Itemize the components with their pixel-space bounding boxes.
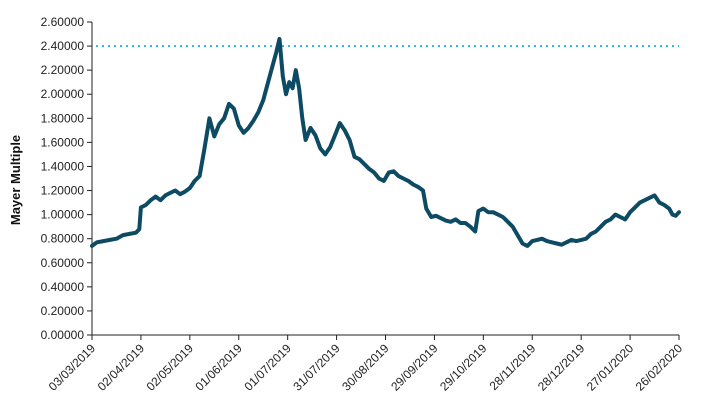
x-axis-ticks: 03/03/201902/04/201902/05/201901/06/2019… (46, 335, 686, 394)
y-tick-label: 1.40000 (41, 159, 85, 173)
x-tick-label: 01/07/2019 (241, 341, 294, 394)
y-tick-label: 0.40000 (41, 280, 85, 294)
x-tick-label: 29/10/2019 (437, 341, 490, 394)
y-tick-label: 2.20000 (41, 63, 85, 77)
y-tick-label: 1.20000 (41, 184, 85, 198)
x-tick-label: 03/03/2019 (46, 341, 99, 394)
y-tick-label: 0.00000 (41, 328, 85, 342)
y-tick-label: 0.80000 (41, 232, 85, 246)
x-tick-label: 28/12/2019 (535, 341, 588, 394)
y-tick-label: 2.00000 (41, 87, 85, 101)
x-tick-label: 01/06/2019 (193, 341, 246, 394)
x-tick-label: 02/05/2019 (144, 341, 197, 394)
y-tick-label: 1.60000 (41, 135, 85, 149)
y-axis-label: Mayer Multiple (8, 135, 23, 225)
y-tick-label: 0.20000 (41, 304, 85, 318)
y-tick-label: 2.40000 (41, 39, 85, 53)
x-tick-label: 27/01/2020 (584, 341, 637, 394)
y-tick-label: 1.80000 (41, 111, 85, 125)
y-axis-ticks: 0.00000 0.20000 0.40000 0.60000 0.80000 1.000… (41, 15, 92, 342)
x-tick-label: 31/07/2019 (290, 341, 343, 394)
x-tick-label: 28/11/2019 (487, 341, 539, 393)
x-tick-label: 26/02/2020 (633, 341, 686, 394)
y-tick-label: 0.60000 (41, 256, 85, 270)
series-line (90, 36, 681, 248)
x-tick-label: 29/09/2019 (388, 341, 441, 394)
y-tick-label: 2.60000 (41, 15, 85, 29)
x-tick-label: 30/08/2019 (339, 341, 392, 394)
y-tick-label: 1.00000 (41, 208, 85, 222)
x-tick-label: 02/04/2019 (95, 341, 148, 394)
